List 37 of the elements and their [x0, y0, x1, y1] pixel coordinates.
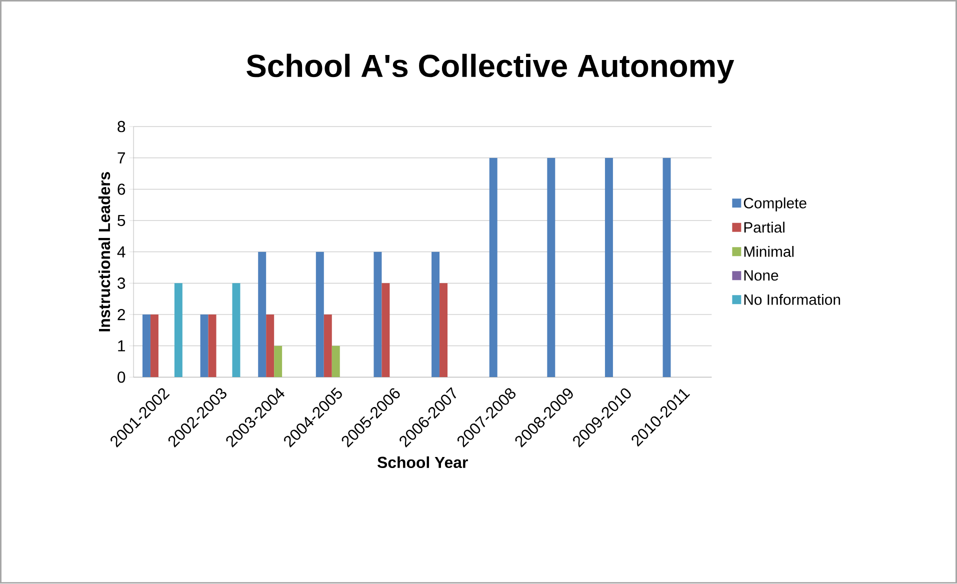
- y-tick-label: 6: [118, 184, 126, 196]
- bar: [208, 314, 216, 378]
- bar: [174, 283, 182, 378]
- y-tick-label: 2: [118, 309, 125, 320]
- chart-title: School A's Collective Autonomy: [246, 54, 734, 84]
- y-tick-label: 0: [118, 372, 126, 383]
- bar: [142, 314, 150, 378]
- bar: [324, 314, 332, 378]
- bar: [432, 252, 440, 378]
- y-tick-label: 7: [118, 152, 125, 164]
- y-tick-label: 1: [118, 340, 125, 352]
- bar: [332, 346, 340, 378]
- y-tick-label: 5: [118, 215, 126, 226]
- x-axis-title: School Year: [378, 456, 468, 468]
- y-tick-label: 4: [117, 246, 126, 258]
- bar: [266, 314, 274, 378]
- bar: [440, 283, 448, 378]
- bar: [662, 158, 671, 378]
- bar: [374, 252, 382, 378]
- y-axis-title: Instructional Leaders: [98, 172, 110, 332]
- y-tick-label: 8: [118, 121, 126, 132]
- bar: [604, 158, 613, 378]
- bar: [316, 252, 324, 378]
- legend-label: Complete: [744, 198, 806, 212]
- legend-label: Minimal: [744, 246, 794, 258]
- legend-label: No Information: [744, 294, 840, 306]
- legend-label: Partial: [744, 222, 784, 233]
- bar: [258, 252, 266, 378]
- bar: [150, 314, 158, 378]
- bar: [200, 314, 208, 378]
- y-tick-label: 3: [118, 278, 126, 290]
- bar: [382, 283, 390, 378]
- legend-label: None: [744, 270, 778, 281]
- bar: [274, 346, 282, 378]
- bar: [232, 283, 240, 378]
- bar: [489, 158, 498, 378]
- bar: [547, 158, 556, 378]
